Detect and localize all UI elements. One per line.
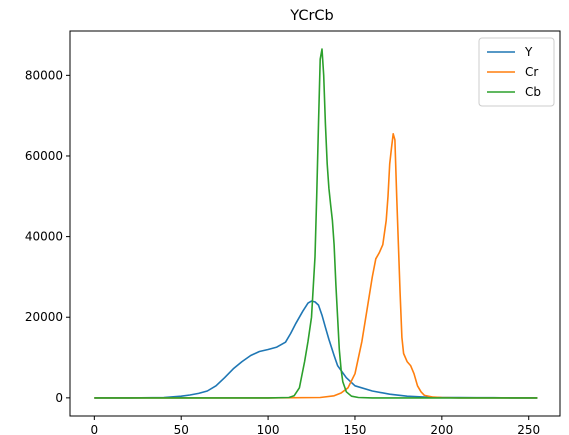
- x-tick-label: 0: [91, 423, 99, 435]
- plot-frame: [69, 30, 561, 417]
- series-line-cr: [94, 133, 538, 399]
- legend-label-cb: Cb: [525, 85, 541, 99]
- y-tick-label: 80000: [25, 68, 63, 82]
- series-line-cb: [94, 48, 538, 399]
- legend-label-cr: Cr: [525, 65, 538, 79]
- x-tick-label: 200: [430, 423, 453, 435]
- y-axis: 0 20000 40000 60000 80000: [25, 68, 70, 405]
- y-tick-label: 20000: [25, 310, 63, 324]
- y-tick-label: 0: [55, 391, 63, 405]
- series-line-y: [94, 300, 538, 399]
- x-tick-label: 50: [174, 423, 189, 435]
- legend-box: [478, 37, 555, 107]
- plot-lines: [94, 48, 538, 399]
- y-tick-label: 40000: [25, 230, 63, 244]
- x-axis: 0 50 100 150 200 250: [91, 416, 540, 435]
- chart-title: YCrCb: [289, 8, 333, 24]
- legend: Y Cr Cb: [478, 37, 555, 107]
- x-tick-label: 150: [344, 423, 367, 435]
- legend-label-y: Y: [524, 45, 533, 59]
- y-tick-label: 60000: [25, 149, 63, 163]
- x-tick-label: 250: [517, 423, 540, 435]
- x-tick-label: 100: [257, 423, 280, 435]
